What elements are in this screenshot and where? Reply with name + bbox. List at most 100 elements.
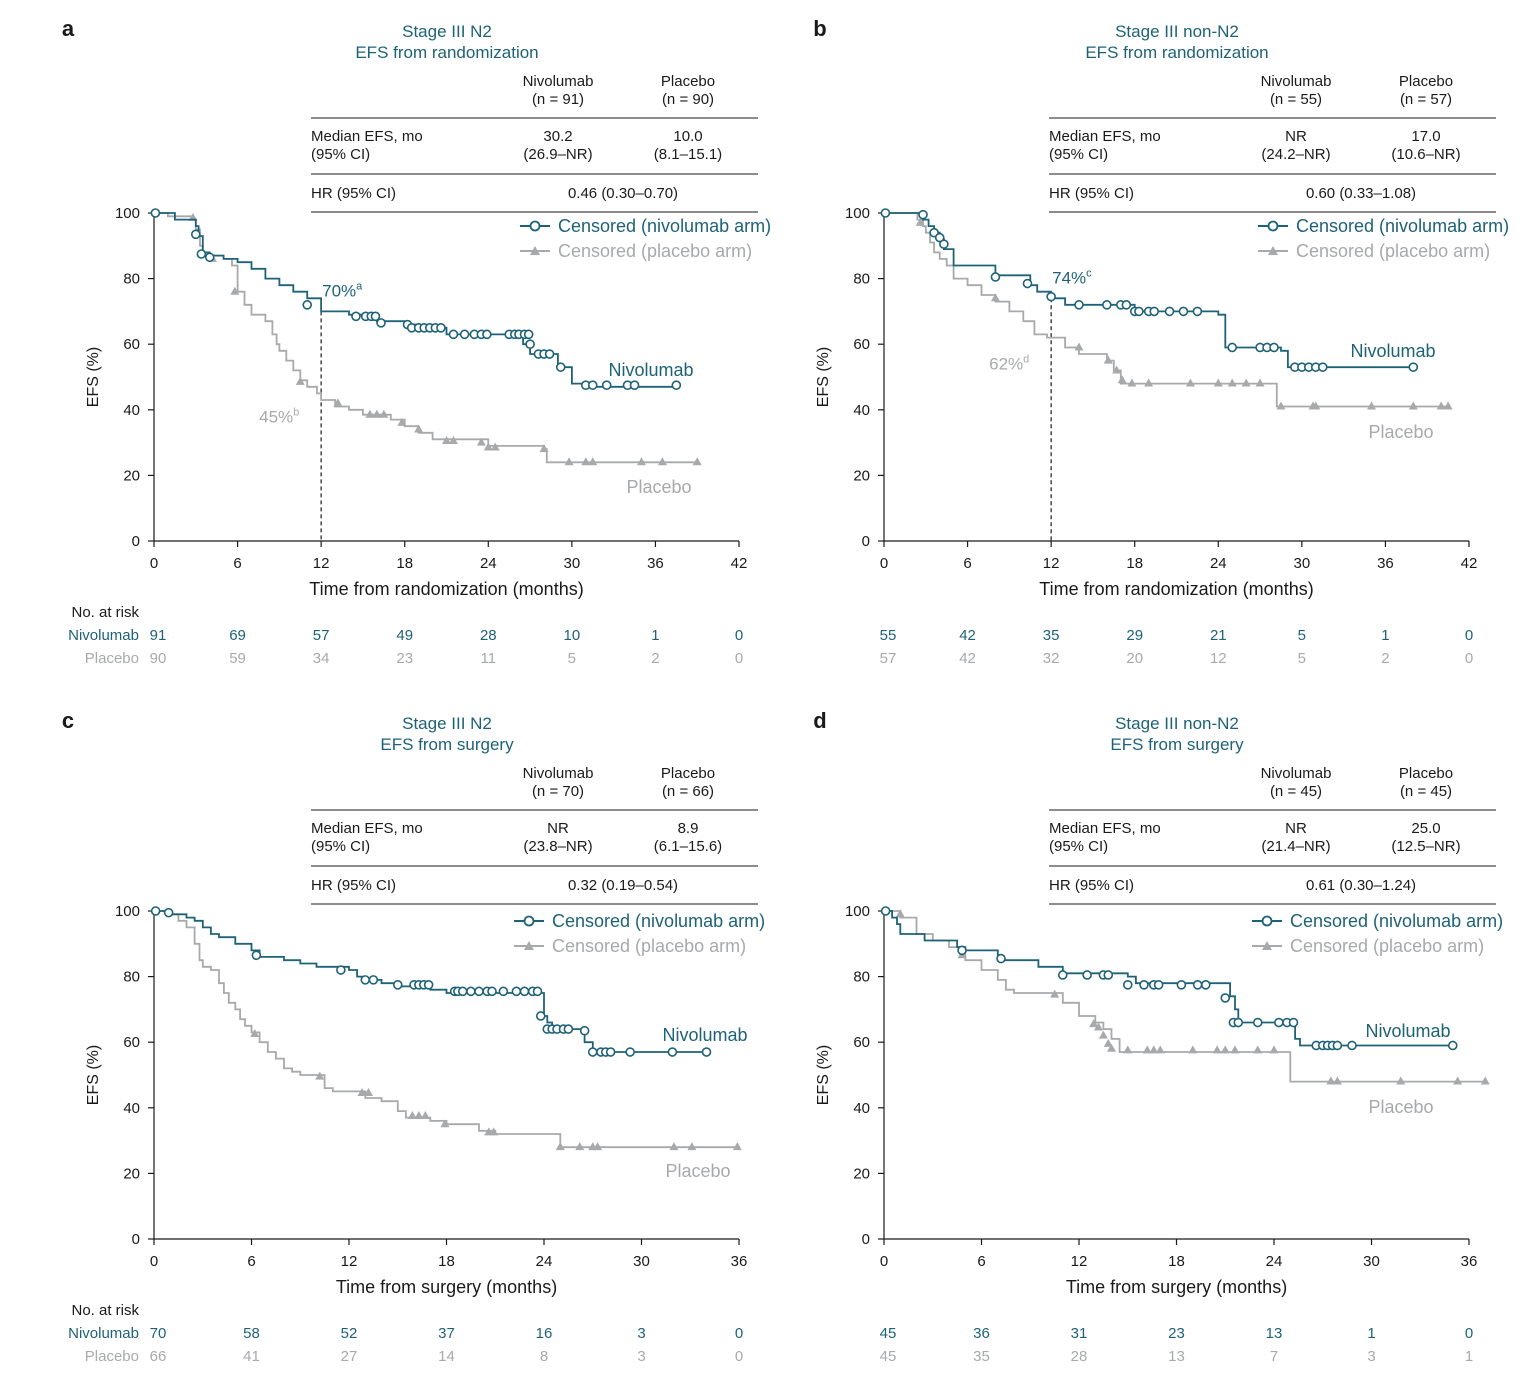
censor-mark-nivolumab xyxy=(1046,291,1056,302)
x-tick-label: 30 xyxy=(1294,555,1311,572)
censor-mark-placebo xyxy=(1213,378,1223,387)
censor-mark-placebo xyxy=(230,286,240,295)
chart-title: Stage III non-N2 xyxy=(1115,714,1239,733)
at-risk-value-placebo: 42 xyxy=(959,650,976,667)
panel-d: d Stage III non-N2 EFS from surgery Nivolum… xyxy=(813,708,1503,1365)
table-row-hr: HR (95% CI) xyxy=(311,185,396,202)
table-row-median: Median EFS, mo xyxy=(1049,128,1161,145)
at-risk-value-placebo: 66 xyxy=(150,1348,167,1365)
x-tick-label: 0 xyxy=(880,1253,888,1270)
ci-placebo: (6.1–15.6) xyxy=(654,838,722,855)
y-tick-label: 0 xyxy=(132,1231,140,1248)
censor-mark-nivolumab xyxy=(1074,300,1084,310)
median-placebo: 8.9 xyxy=(678,820,699,837)
censor-mark-placebo xyxy=(539,444,549,453)
at-risk-value-nivo: 36 xyxy=(973,1325,990,1342)
table-n-nivo: (n = 55) xyxy=(1270,91,1322,108)
y-axis-label: EFS (%) xyxy=(85,347,102,407)
table-n-placebo: (n = 45) xyxy=(1400,783,1452,800)
x-tick-label: 24 xyxy=(480,555,497,572)
at-risk-value-placebo: 11 xyxy=(480,650,496,667)
legend-marker-nivo xyxy=(523,915,535,927)
at-risk-value-nivo: 69 xyxy=(229,627,246,644)
censor-mark-placebo xyxy=(1269,1045,1279,1054)
legend-marker-placebo xyxy=(1268,246,1278,255)
censor-mark-placebo xyxy=(1050,989,1060,998)
x-tick-label: 42 xyxy=(1461,555,1478,572)
y-tick-label: 20 xyxy=(123,1165,140,1182)
censor-mark-nivolumab xyxy=(1220,993,1231,1003)
x-tick-label: 6 xyxy=(247,1253,255,1270)
censor-mark-nivolumab xyxy=(1134,306,1144,317)
at-risk-value-placebo: 27 xyxy=(341,1348,358,1365)
censor-mark-nivolumab xyxy=(1178,306,1189,317)
y-tick-label: 80 xyxy=(123,969,140,986)
at-risk-value-nivo: 16 xyxy=(536,1325,553,1342)
censor-mark-placebo xyxy=(1326,1076,1336,1085)
censor-mark-placebo xyxy=(593,1142,603,1151)
chart-subtitle: EFS from randomization xyxy=(355,43,538,62)
censor-mark-placebo xyxy=(1241,378,1251,387)
table-header-nivo: Nivolumab xyxy=(523,73,594,90)
censor-mark-placebo xyxy=(448,435,458,444)
censor-mark-placebo xyxy=(315,1071,325,1080)
censor-mark-placebo xyxy=(1253,1045,1263,1054)
at-risk-value-placebo: 0 xyxy=(735,1348,743,1365)
y-tick-label: 60 xyxy=(853,1034,870,1051)
y-axis-label: EFS (%) xyxy=(815,347,832,407)
y-tick-label: 100 xyxy=(115,903,140,920)
panel-letter: a xyxy=(62,16,75,41)
censor-mark-nivolumab xyxy=(1082,970,1092,980)
censor-mark-nivolumab xyxy=(302,300,313,310)
series-line-nivolumab xyxy=(154,910,707,1053)
table-n-placebo: (n = 66) xyxy=(662,783,714,800)
censor-mark-nivolumab xyxy=(498,986,509,997)
at-risk-value-placebo: 57 xyxy=(880,650,897,667)
x-tick-label: 0 xyxy=(880,555,888,572)
censor-mark-nivolumab xyxy=(939,239,949,249)
x-tick-label: 18 xyxy=(1168,1253,1185,1270)
table-header-placebo: Placebo xyxy=(661,73,715,90)
series-label-placebo: Placebo xyxy=(1368,422,1433,442)
x-axis-label: Time from surgery (months) xyxy=(1066,1277,1287,1297)
at-risk-value-placebo: 20 xyxy=(1126,650,1143,667)
y-tick-label: 60 xyxy=(123,336,140,353)
table-header-nivo: Nivolumab xyxy=(1261,73,1332,90)
censor-mark-nivolumab xyxy=(918,209,928,220)
censor-mark-nivolumab xyxy=(370,311,381,322)
censor-mark-placebo xyxy=(1188,1045,1198,1054)
at-risk-value-nivo: 10 xyxy=(564,627,581,644)
censor-mark-nivolumab xyxy=(625,1047,635,1057)
chart-title: Stage III N2 xyxy=(402,714,492,733)
censor-mark-placebo xyxy=(1149,1045,1159,1054)
censor-mark-nivolumab xyxy=(1252,1017,1263,1028)
censor-mark-nivolumab xyxy=(1057,970,1068,980)
at-risk-value-placebo: 0 xyxy=(1465,650,1473,667)
censor-mark-nivolumab xyxy=(423,979,434,990)
censor-mark-nivolumab xyxy=(150,906,161,916)
censor-mark-placebo xyxy=(692,457,702,466)
at-risk-value-placebo: 23 xyxy=(396,650,413,667)
censor-mark-nivolumab xyxy=(1274,1017,1284,1028)
censor-mark-nivolumab xyxy=(436,322,446,333)
at-risk-heading: No. at risk xyxy=(71,1302,139,1319)
censor-mark-placebo xyxy=(364,1088,373,1097)
censor-mark-nivolumab xyxy=(1102,300,1112,310)
legend-label-nivo: Censored (nivolumab arm) xyxy=(552,911,765,931)
at-risk-value-placebo: 14 xyxy=(438,1348,455,1365)
table-n-nivo: (n = 45) xyxy=(1270,783,1322,800)
legend-marker-nivo xyxy=(1261,915,1273,927)
hazard-ratio: 0.60 (0.33–1.08) xyxy=(1306,185,1416,202)
x-tick-label: 30 xyxy=(633,1253,650,1270)
landmark-label-nivo: 70%a xyxy=(322,280,363,300)
series-label-placebo: Placebo xyxy=(665,1161,730,1181)
censor-mark-placebo xyxy=(397,417,407,426)
panel-letter: b xyxy=(813,16,826,41)
at-risk-value-nivo: 21 xyxy=(1210,627,1227,644)
censor-mark-placebo xyxy=(687,1142,697,1151)
censor-mark-placebo xyxy=(414,424,424,433)
y-tick-label: 80 xyxy=(853,271,870,288)
censor-mark-nivolumab xyxy=(1139,979,1149,990)
censor-mark-nivolumab xyxy=(601,380,612,391)
table-n-nivo: (n = 70) xyxy=(532,783,584,800)
